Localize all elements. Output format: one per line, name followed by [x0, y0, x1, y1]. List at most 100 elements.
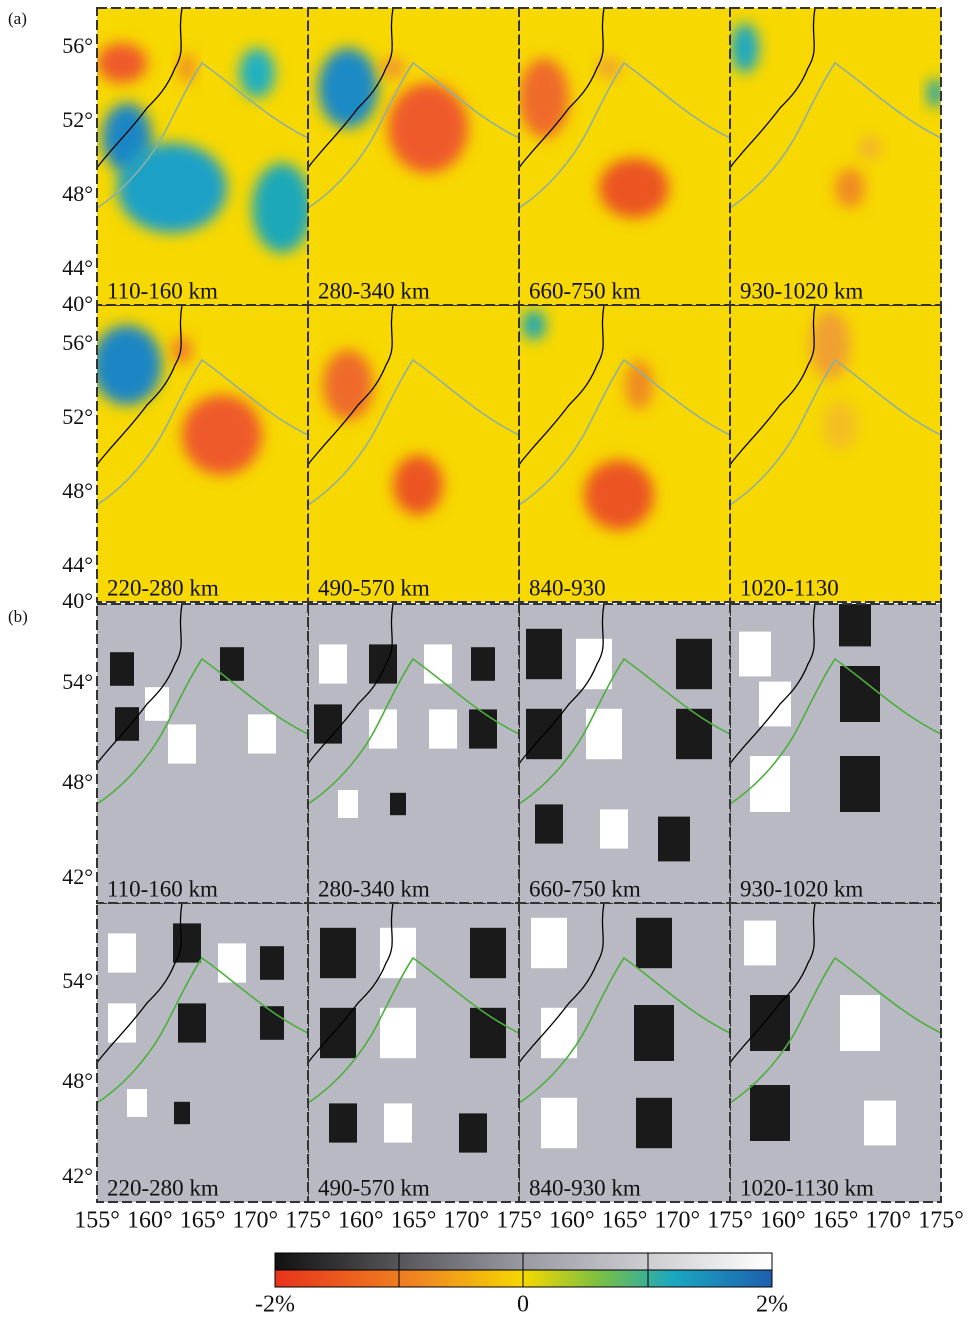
map-content [730, 903, 941, 1202]
lat-label: 42° [62, 864, 93, 889]
lat-label: 48° [62, 181, 93, 206]
map-panel: 840-930 [519, 305, 730, 602]
lon-label: 160° [760, 1208, 806, 1234]
lat-label: 52° [62, 404, 93, 429]
panel-label: 840-930 [529, 575, 606, 600]
checker-cell [320, 1008, 356, 1058]
checker-cell [531, 918, 567, 968]
panel-label: 490-570 km [318, 1175, 430, 1200]
anomaly [97, 43, 147, 83]
lon-label: 165° [602, 1208, 648, 1234]
map-content [519, 903, 730, 1202]
anomaly [519, 58, 569, 138]
lon-label: 175° [707, 1208, 753, 1234]
panel-label: 1020-1130 [740, 575, 839, 600]
checker-cell [329, 1103, 357, 1142]
panel-label: 930-1020 km [740, 278, 863, 303]
panel-label: 220-280 km [107, 575, 219, 600]
anomaly [182, 395, 262, 475]
checker-cell [110, 652, 134, 686]
lat-label: 40° [62, 291, 93, 316]
checker-cell [168, 724, 196, 763]
checker-cell [759, 682, 791, 727]
map-panel: 840-930 km [519, 903, 730, 1202]
panel-label: 110-160 km [107, 278, 218, 303]
lat-label: 44° [62, 552, 93, 577]
lat-label: 48° [62, 478, 93, 503]
checker-cell [526, 629, 562, 679]
map-content [92, 305, 308, 602]
checker-cell [429, 709, 457, 748]
checker-cell [260, 946, 284, 980]
map-background [730, 8, 941, 305]
lon-label: 160° [127, 1208, 173, 1234]
checker-cell [127, 1089, 147, 1117]
map-panel: 220-280 km [97, 903, 308, 1202]
anomaly [835, 168, 865, 208]
lat-label: 54° [62, 669, 93, 694]
map-content [730, 8, 943, 305]
checker-cell [471, 647, 495, 681]
lat-label: 40° [62, 588, 93, 613]
map-panel: 280-340 km [308, 8, 519, 305]
checker-cell [744, 921, 776, 966]
anomaly [731, 23, 759, 73]
anomaly [625, 360, 653, 410]
map-panel: 1020-1130 km [730, 903, 941, 1202]
anomaly [584, 460, 654, 530]
checker-cell [739, 632, 771, 677]
panel-label: 110-160 km [107, 876, 218, 901]
map-panel: 1020-1130 [730, 305, 941, 602]
panel-label: 280-340 km [318, 278, 430, 303]
checker-cell [145, 687, 169, 721]
lon-label: 175° [285, 1208, 331, 1234]
checker-cell [459, 1113, 487, 1152]
panel-label: 840-930 km [529, 1175, 641, 1200]
lat-label: 56° [62, 330, 93, 355]
anomaly [860, 136, 880, 160]
map-content [730, 305, 941, 602]
checker-cell [600, 809, 628, 848]
checker-cell [314, 704, 342, 743]
checker-cell [750, 995, 790, 1051]
checker-cell [535, 804, 563, 843]
map-panel: 280-340 km [308, 604, 519, 903]
lat-label: 52° [62, 107, 93, 132]
lon-label: 155° [74, 1208, 120, 1234]
checker-cell [586, 709, 622, 759]
lon-label: 170° [443, 1208, 489, 1234]
checker-cell [380, 928, 416, 978]
part-label: (a) [8, 9, 27, 28]
checker-cell [173, 923, 201, 962]
map-content [730, 602, 941, 903]
part-label: (b) [8, 607, 28, 626]
checker-cell [174, 1102, 190, 1124]
checker-cell [108, 933, 136, 972]
panel-label: 660-750 km [529, 278, 641, 303]
lon-label: 165° [180, 1208, 226, 1234]
map-background [519, 305, 730, 602]
map-panel: 220-280 km [92, 305, 308, 602]
colorbar-label: 2% [756, 1292, 788, 1317]
anomaly [172, 336, 192, 364]
page: {"figure": { "parts": [ {"label": "(a)",… [0, 0, 976, 1317]
checker-cell [658, 817, 690, 862]
checker-cell [469, 709, 497, 748]
checker-cell [840, 666, 880, 722]
map-background [519, 8, 730, 305]
map-content [519, 305, 730, 602]
checker-cell [248, 714, 276, 753]
lat-label: 48° [62, 1068, 93, 1093]
anomaly [822, 400, 858, 450]
checker-cell [839, 602, 871, 647]
checker-cell [840, 995, 880, 1051]
map-content [308, 305, 519, 602]
checker-cell [541, 1098, 577, 1148]
checker-cell [576, 639, 612, 689]
lon-label: 175° [496, 1208, 542, 1234]
checker-cell [840, 756, 880, 812]
lat-label: 56° [62, 33, 93, 58]
checker-cell [470, 928, 506, 978]
lat-label: 44° [62, 255, 93, 280]
checker-cell [380, 1008, 416, 1058]
